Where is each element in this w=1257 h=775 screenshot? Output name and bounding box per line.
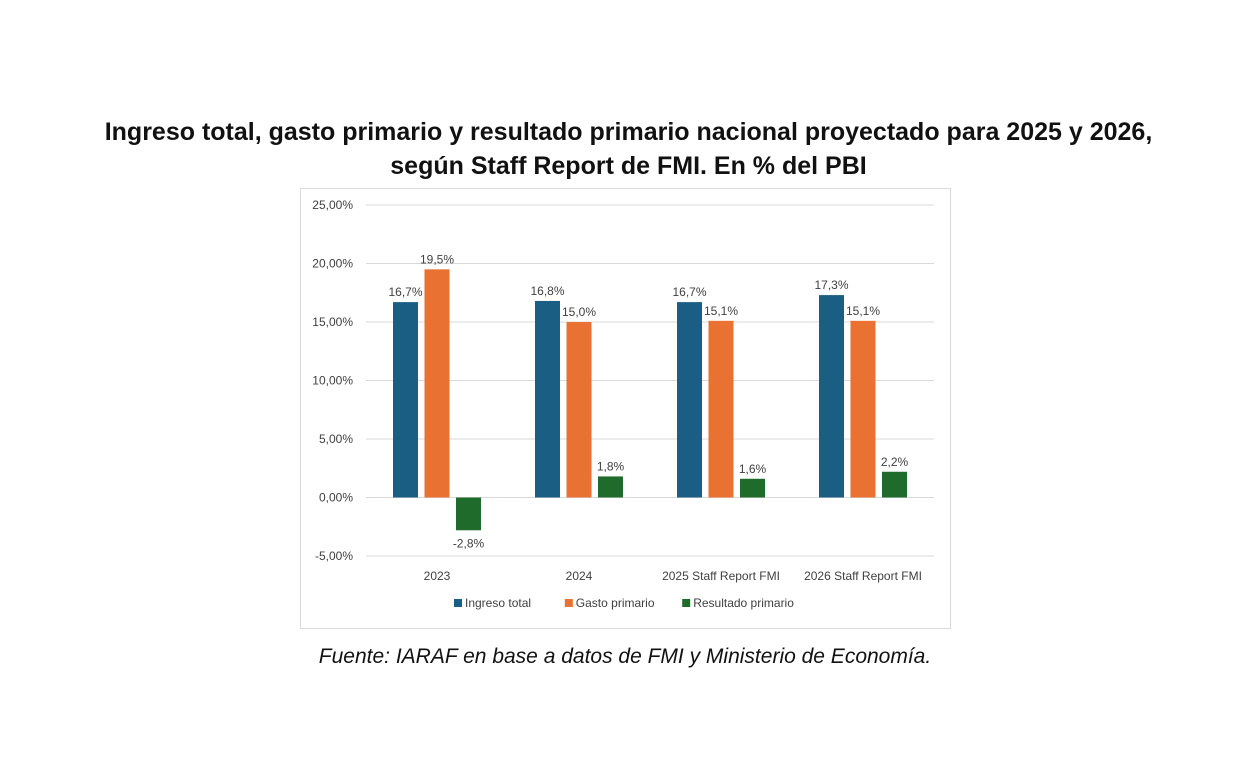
bar-ingreso-total [677, 302, 702, 498]
legend-swatch [682, 599, 691, 607]
x-tick-label: 2023 [424, 569, 451, 583]
data-label: 16,7% [672, 285, 706, 299]
y-tick-label: 25,00% [312, 198, 353, 212]
x-tick-label: 2025 Staff Report FMI [662, 569, 780, 583]
data-label: 17,3% [814, 278, 848, 292]
data-label: 15,1% [846, 304, 880, 318]
y-tick-label: 15,00% [312, 315, 353, 329]
bar-ingreso-total [393, 302, 418, 498]
y-tick-label: 5,00% [319, 432, 353, 446]
bar-gasto-primario [566, 322, 592, 498]
data-label: 15,1% [704, 304, 738, 318]
y-tick-label: 0,00% [319, 491, 353, 505]
bar-gasto-primario [708, 320, 734, 498]
chart-title-line-2: según Staff Report de FMI. En % del PBI [390, 152, 867, 180]
chart-frame [300, 188, 951, 629]
y-tick-label: -5,00% [315, 549, 353, 563]
bar-resultado-primario [456, 497, 481, 531]
data-label: 1,6% [739, 462, 767, 476]
legend-swatch [454, 599, 462, 607]
chart-title-line-1: Ingreso total, gasto primario y resultad… [104, 118, 1153, 146]
data-label: 16,7% [388, 285, 422, 299]
y-tick-label: 20,00% [312, 257, 353, 271]
legend-swatch [564, 599, 573, 607]
data-label: -2,8% [453, 536, 485, 550]
legend-label: Ingreso total [465, 596, 531, 610]
bar-resultado-primario [598, 476, 623, 498]
data-label: 15,0% [562, 305, 596, 319]
bar-gasto-primario [850, 320, 876, 498]
x-tick-label: 2024 [566, 569, 593, 583]
bar-ingreso-total [535, 300, 560, 498]
bar-gasto-primario [424, 269, 450, 498]
x-tick-label: 2026 Staff Report FMI [804, 569, 922, 583]
source-note: Fuente: IARAF en base a datos de FMI y M… [318, 645, 932, 668]
data-label: 19,5% [420, 252, 454, 266]
legend-label: Gasto primario [576, 596, 655, 610]
y-tick-label: 10,00% [312, 374, 353, 388]
bar-resultado-primario [882, 471, 907, 498]
data-label: 1,8% [597, 459, 625, 473]
bar-ingreso-total [819, 295, 844, 498]
legend-label: Resultado primario [693, 596, 794, 610]
data-label: 16,8% [530, 284, 564, 298]
bar-resultado-primario [740, 478, 765, 498]
chart-title: Ingreso total, gasto primario y resultad… [0, 115, 1257, 183]
data-label: 2,2% [881, 455, 909, 469]
